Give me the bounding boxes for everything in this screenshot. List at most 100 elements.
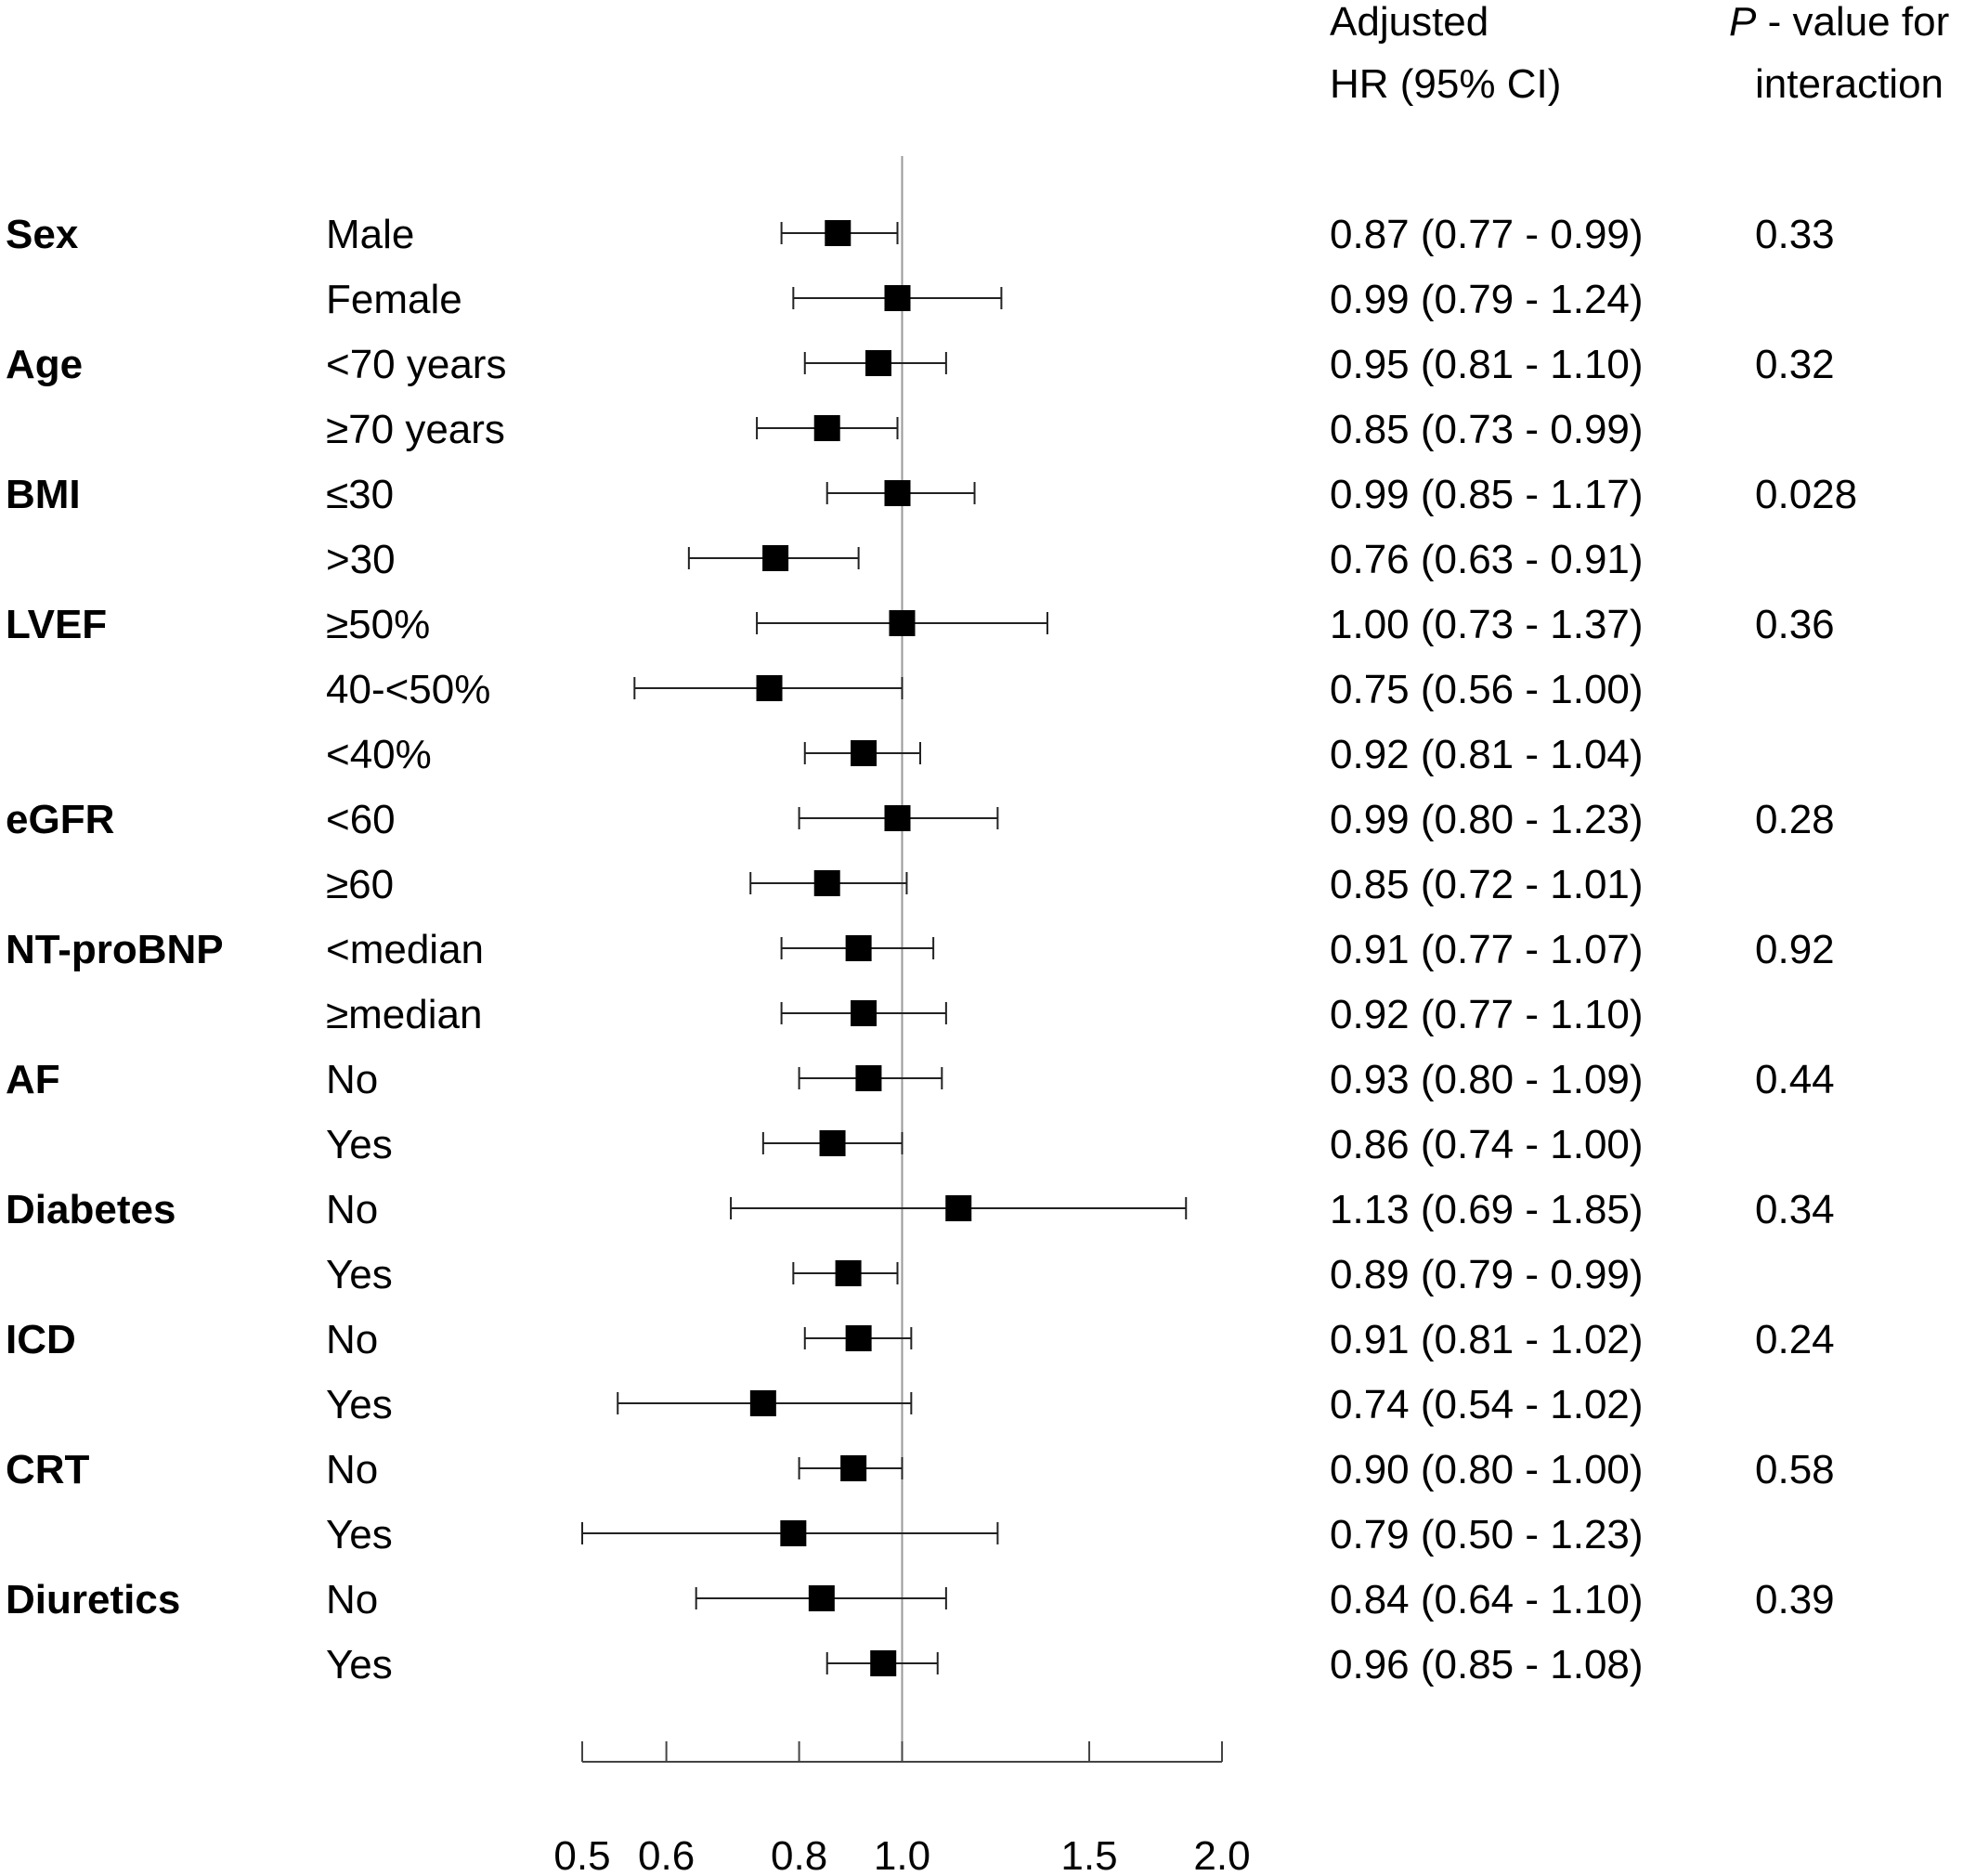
group-label: eGFR — [6, 797, 114, 842]
hr-ci-value: 0.76 (0.63 - 0.91) — [1330, 537, 1644, 582]
hr-point — [870, 1650, 897, 1676]
group-label: Diuretics — [6, 1577, 180, 1622]
forest-row: Diuretics No 0.84 (0.64 - 1.10) 0.39 — [6, 1577, 1835, 1622]
p-value: 0.33 — [1755, 212, 1835, 257]
forest-row: Yes 0.89 (0.79 - 0.99) — [326, 1252, 1644, 1297]
forest-row: Yes 0.74 (0.54 - 1.02) — [326, 1382, 1644, 1427]
hr-point — [749, 1390, 776, 1416]
hr-point — [813, 870, 840, 896]
hr-point — [845, 935, 872, 961]
p-value: 0.32 — [1755, 342, 1835, 387]
group-label: LVEF — [6, 602, 107, 647]
hr-ci-value: 0.99 (0.79 - 1.24) — [1330, 277, 1644, 322]
hr-header-line2: HR (95% CI) — [1330, 61, 1561, 107]
hr-point — [884, 285, 911, 311]
hr-point — [865, 350, 892, 376]
forest-row: CRT No 0.90 (0.80 - 1.00) 0.58 — [6, 1447, 1835, 1492]
hr-point — [884, 480, 911, 506]
subgroup-label: No — [326, 1447, 378, 1492]
p-value: 0.28 — [1755, 797, 1835, 842]
hr-ci-value: 0.86 (0.74 - 1.00) — [1330, 1122, 1644, 1167]
hr-point — [855, 1065, 882, 1091]
x-tick-label: 1.0 — [874, 1833, 930, 1876]
hr-ci-value: 0.75 (0.56 - 1.00) — [1330, 667, 1644, 712]
p-value: 0.92 — [1755, 927, 1835, 972]
x-tick-label: 2.0 — [1193, 1833, 1250, 1876]
x-tick-label: 1.5 — [1060, 1833, 1117, 1876]
hr-point — [780, 1520, 807, 1546]
x-tick-label: 0.8 — [771, 1833, 827, 1876]
subgroup-label: Yes — [326, 1512, 393, 1557]
hr-ci-value: 0.99 (0.80 - 1.23) — [1330, 797, 1644, 842]
subgroup-label: Yes — [326, 1122, 393, 1167]
p-value: 0.34 — [1755, 1187, 1835, 1232]
subgroup-label: No — [326, 1317, 378, 1362]
x-axis: 0.5 0.6 0.8 1.0 1.5 2.0 — [553, 1741, 1251, 1876]
x-tick-label: 0.5 — [553, 1833, 610, 1876]
subgroup-label: <median — [326, 927, 484, 972]
subgroup-label: Male — [326, 212, 414, 257]
hr-ci-value: 0.84 (0.64 - 1.10) — [1330, 1577, 1644, 1622]
hr-point — [851, 1000, 878, 1026]
hr-point — [835, 1260, 862, 1286]
subgroup-label: ≥60 — [326, 862, 394, 907]
p-header-line2: interaction — [1755, 61, 1944, 107]
forest-row: Diabetes No 1.13 (0.69 - 1.85) 0.34 — [6, 1187, 1835, 1232]
forest-row: BMI ≤30 0.99 (0.85 - 1.17) 0.028 — [6, 472, 1857, 517]
forest-row: ≥70 years 0.85 (0.73 - 0.99) — [326, 407, 1644, 452]
hr-point — [840, 1455, 867, 1481]
hr-point — [825, 220, 852, 246]
hr-ci-value: 1.13 (0.69 - 1.85) — [1330, 1187, 1644, 1232]
hr-ci-value: 0.90 (0.80 - 1.00) — [1330, 1447, 1644, 1492]
subgroup-label: ≤30 — [326, 472, 394, 517]
group-label: AF — [6, 1057, 60, 1102]
hr-ci-value: 0.74 (0.54 - 1.02) — [1330, 1382, 1644, 1427]
forest-row: 40-<50% 0.75 (0.56 - 1.00) — [326, 667, 1644, 712]
forest-rows: Sex Male 0.87 (0.77 - 0.99) 0.33 Female 0.99 … — [6, 212, 1857, 1687]
subgroup-label: <60 — [326, 797, 396, 842]
hr-ci-value: 0.96 (0.85 - 1.08) — [1330, 1642, 1644, 1687]
hr-point — [845, 1325, 872, 1351]
group-label: ICD — [6, 1317, 76, 1362]
p-header-line1: P - value for — [1729, 0, 1949, 45]
hr-ci-value: 0.91 (0.81 - 1.02) — [1330, 1317, 1644, 1362]
group-label: Diabetes — [6, 1187, 176, 1232]
p-value: 0.36 — [1755, 602, 1835, 647]
subgroup-label: <70 years — [326, 342, 506, 387]
hr-ci-value: 0.92 (0.77 - 1.10) — [1330, 992, 1644, 1037]
hr-ci-value: 0.99 (0.85 - 1.17) — [1330, 472, 1644, 517]
subgroup-label: Female — [326, 277, 462, 322]
group-label: CRT — [6, 1447, 90, 1492]
forest-row: AF No 0.93 (0.80 - 1.09) 0.44 — [6, 1057, 1835, 1102]
hr-point — [756, 675, 783, 701]
hr-point — [819, 1130, 846, 1156]
subgroup-label: Yes — [326, 1642, 393, 1687]
subgroup-label: ≥median — [326, 992, 482, 1037]
hr-point — [762, 545, 789, 571]
hr-point — [945, 1195, 972, 1221]
group-label: NT-proBNP — [6, 927, 224, 972]
column-headers: Adjusted HR (95% CI) P - value for interact… — [1330, 0, 1949, 107]
p-value: 0.028 — [1755, 472, 1857, 517]
forest-row: >30 0.76 (0.63 - 0.91) — [326, 537, 1644, 582]
subgroup-label: >30 — [326, 537, 396, 582]
subgroup-label: 40-<50% — [326, 667, 490, 712]
p-value: 0.24 — [1755, 1317, 1835, 1362]
forest-row: ICD No 0.91 (0.81 - 1.02) 0.24 — [6, 1317, 1835, 1362]
subgroup-label: No — [326, 1577, 378, 1622]
hr-point — [851, 740, 878, 766]
hr-ci-value: 1.00 (0.73 - 1.37) — [1330, 602, 1644, 647]
hr-ci-value: 0.95 (0.81 - 1.10) — [1330, 342, 1644, 387]
forest-row: ≥median 0.92 (0.77 - 1.10) — [326, 992, 1644, 1037]
subgroup-label: No — [326, 1187, 378, 1232]
hr-ci-value: 0.85 (0.73 - 0.99) — [1330, 407, 1644, 452]
forest-row: Yes 0.96 (0.85 - 1.08) — [326, 1642, 1644, 1687]
subgroup-label: Yes — [326, 1252, 393, 1297]
hr-ci-value: 0.92 (0.81 - 1.04) — [1330, 732, 1644, 777]
hr-header-line1: Adjusted — [1330, 0, 1488, 45]
group-label: Age — [6, 342, 83, 387]
hr-ci-value: 0.85 (0.72 - 1.01) — [1330, 862, 1644, 907]
subgroup-label: ≥70 years — [326, 407, 505, 452]
forest-row: ≥60 0.85 (0.72 - 1.01) — [326, 862, 1644, 907]
group-label: Sex — [6, 212, 79, 257]
